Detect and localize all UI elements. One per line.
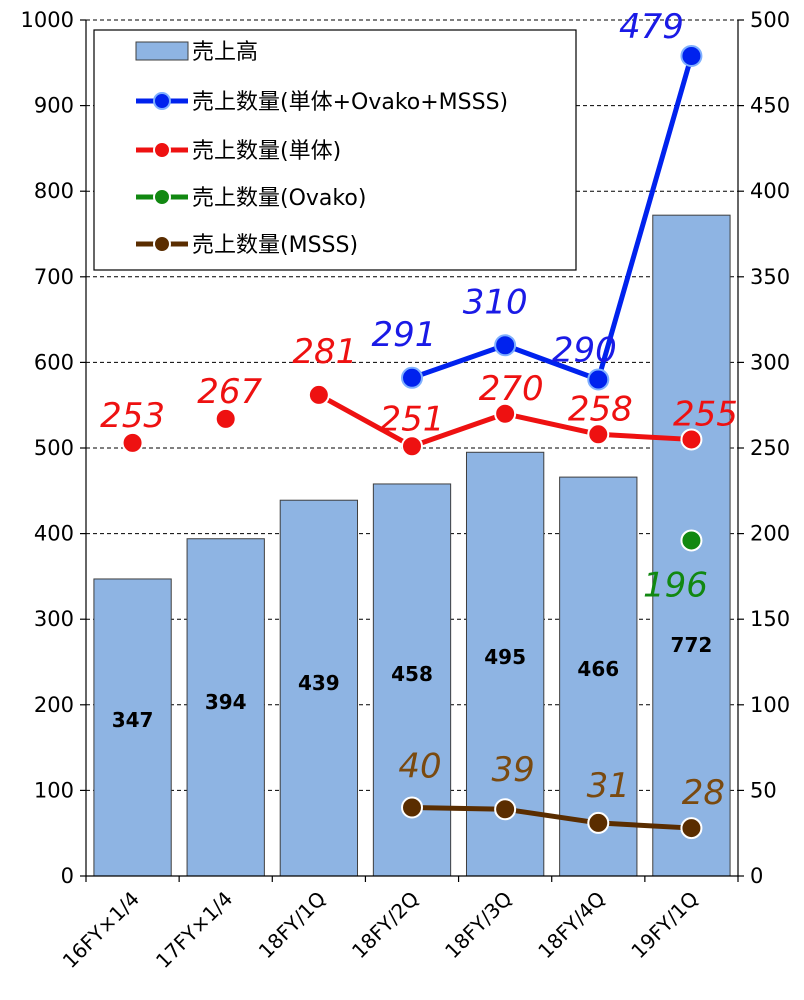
y-left-tick-label: 400 (34, 522, 74, 546)
x-tick-label: 18FY/4Q (533, 887, 610, 964)
y-right-tick-label: 350 (750, 265, 790, 289)
legend-label: 売上数量(Ovako) (192, 186, 366, 211)
y-right-tick-label: 0 (750, 864, 763, 888)
bar-value-label: 495 (484, 645, 526, 669)
bars (93, 214, 731, 877)
bar-value-label: 466 (577, 657, 619, 681)
series-point (494, 402, 517, 425)
series-line (411, 805, 692, 831)
point-value-label: 270 (479, 369, 544, 409)
legend-marker (153, 188, 171, 206)
point-value-label: 267 (197, 372, 262, 412)
series-point (494, 334, 517, 357)
x-tick-label: 17FY×1/4 (151, 887, 237, 973)
x-tick-label: 18FY/3Q (440, 887, 517, 964)
point-value-label: 255 (673, 394, 738, 434)
series-point (680, 428, 703, 451)
x-tick-label: 16FY×1/4 (58, 887, 144, 973)
legend-label: 売上数量(単体) (192, 139, 341, 164)
series-point (587, 811, 610, 834)
y-left-tick-label: 800 (34, 179, 74, 203)
series-point (680, 529, 703, 552)
legend-label: 売上数量(単体+Ovako+MSSS) (192, 90, 508, 115)
y-left-tick-label: 500 (34, 436, 74, 460)
series-point (401, 435, 423, 458)
point-value-label: 253 (100, 396, 165, 436)
series-point (401, 366, 423, 389)
point-value-label: 196 (643, 565, 708, 605)
bar-value-label: 772 (671, 633, 713, 657)
series-point (401, 796, 423, 819)
lines (121, 44, 703, 840)
bar-value-label: 347 (112, 708, 154, 732)
point-value-label: 281 (292, 332, 357, 372)
bar-value-label: 439 (298, 671, 340, 695)
series-point (307, 383, 330, 406)
legend-bar-swatch (135, 41, 189, 61)
y-left-tick-label: 100 (34, 778, 74, 802)
point-value-label: 251 (380, 399, 445, 439)
y-right-tick-label: 400 (750, 179, 790, 203)
y-right-tick-label: 300 (750, 350, 790, 374)
point-value-label: 28 (682, 773, 725, 813)
y-right-tick-label: 250 (750, 436, 790, 460)
bar (279, 499, 359, 877)
y-right-tick-label: 450 (750, 94, 790, 118)
y-right-tick-label: 500 (750, 8, 790, 32)
y-left-tick-label: 200 (34, 693, 74, 717)
x-tick-label: 19FY/1Q (626, 887, 703, 964)
x-tick-label: 18FY/1Q (254, 887, 331, 964)
y-left-tick-label: 300 (34, 607, 74, 631)
bar-value-label: 458 (391, 662, 433, 686)
legend-label: 売上数量(MSSS) (192, 233, 358, 258)
series-line (411, 55, 694, 383)
legend-marker (153, 235, 171, 253)
series-point (680, 44, 703, 67)
legend-marker (153, 141, 171, 159)
y-right-tick-label: 150 (750, 607, 790, 631)
point-value-label: 39 (492, 750, 535, 790)
series-point (121, 431, 144, 454)
y-right-tick-label: 50 (750, 778, 777, 802)
series-point (680, 817, 703, 840)
y-left-tick-label: 900 (34, 94, 74, 118)
y-left-tick-label: 1000 (21, 8, 74, 32)
point-value-label: 31 (587, 766, 630, 806)
bar (93, 578, 172, 877)
x-tick-label: 18FY/2Q (347, 887, 424, 964)
bar (559, 476, 638, 877)
point-value-label: 291 (372, 315, 437, 355)
series-point (214, 407, 237, 430)
point-value-label: 258 (568, 389, 633, 429)
bar-value-label: 394 (205, 690, 247, 714)
legend-marker (153, 92, 171, 110)
series-point (587, 368, 610, 391)
point-value-label: 310 (463, 282, 528, 322)
bar (186, 538, 265, 877)
y-right-tick-label: 200 (750, 522, 790, 546)
point-value-label: 40 (398, 747, 441, 787)
y-left-tick-label: 0 (61, 864, 74, 888)
series-point (587, 423, 610, 446)
series-point (494, 798, 517, 821)
point-value-label: 290 (552, 331, 617, 371)
y-left-tick-label: 600 (34, 350, 74, 374)
data-labels: 347 394 439 458 495 466 772 291 310 290 479 253 267 2… (100, 7, 738, 813)
y-right-tick-label: 100 (750, 693, 790, 717)
point-value-label: 479 (619, 7, 684, 47)
legend-label: 売上高 (192, 40, 258, 65)
y-left-tick-label: 700 (34, 265, 74, 289)
